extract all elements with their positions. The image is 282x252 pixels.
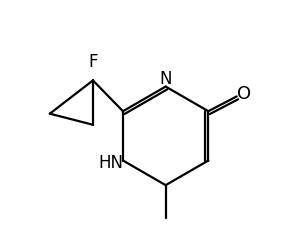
Text: HN: HN [99, 154, 124, 172]
Text: F: F [88, 53, 98, 71]
Text: N: N [159, 70, 172, 88]
Text: O: O [237, 85, 251, 104]
